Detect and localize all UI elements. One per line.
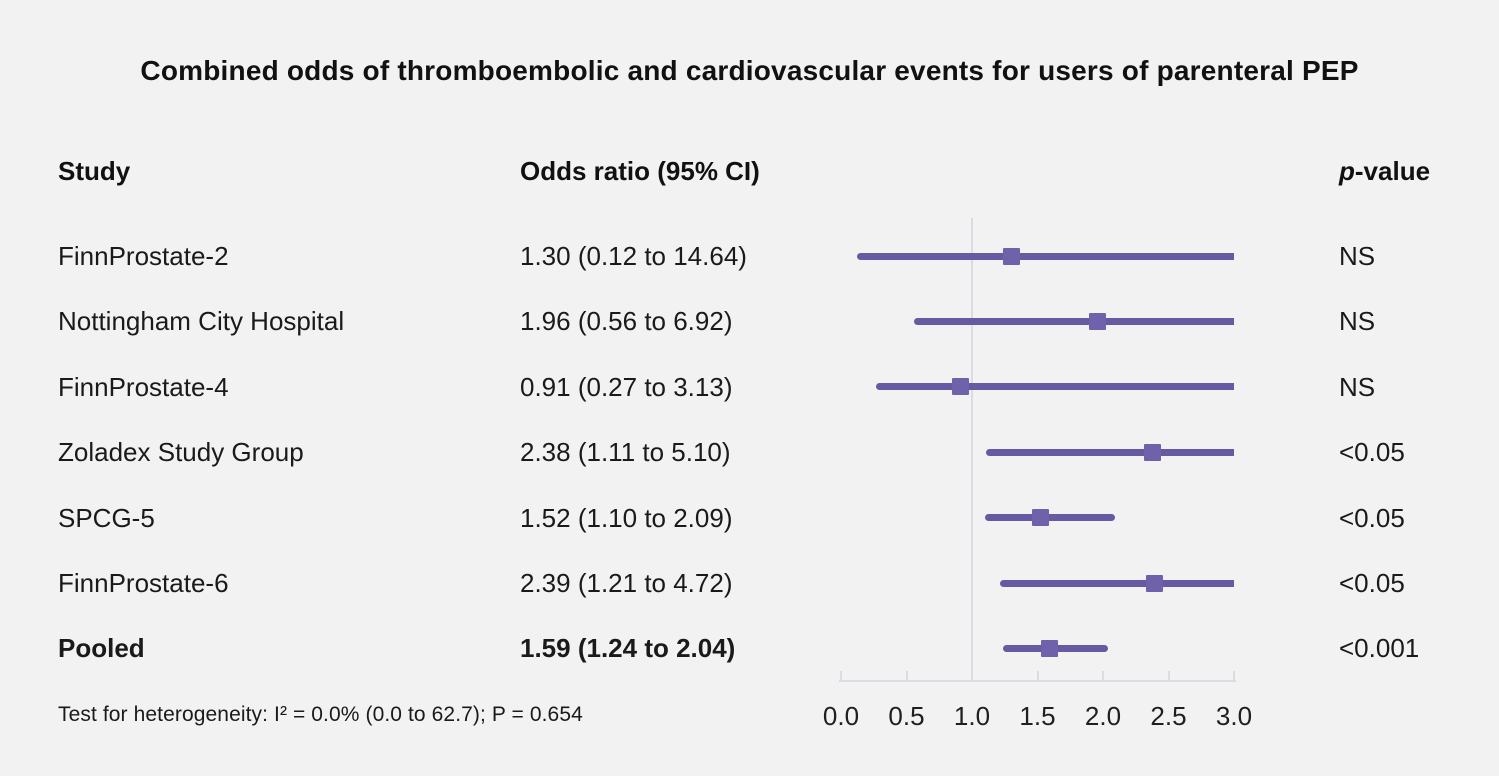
x-axis-tick-label: 1.5: [1019, 701, 1056, 731]
odds-ratio-value: 0.91 (0.27 to 3.13): [520, 371, 733, 402]
odds-ratio-marker: [1031, 509, 1049, 527]
x-axis-tick: [971, 671, 973, 680]
p-value-cell: <0.05: [1339, 568, 1405, 598]
x-axis-tick-label: 3.0: [1215, 701, 1253, 731]
p-value-cell: <0.05: [1339, 502, 1405, 533]
chart-title: Combined odds of thromboembolic and card…: [140, 55, 1359, 86]
x-axis-tick: [1102, 671, 1104, 680]
study-name: SPCG-5: [58, 502, 155, 533]
odds-ratio-value: 1.96 (0.56 to 6.92): [520, 306, 733, 337]
x-axis-line: [839, 680, 1236, 682]
p-value-cell: NS: [1339, 241, 1376, 271]
odds-ratio-marker: [1089, 312, 1107, 330]
odds-ratio-value: 1.30 (0.12 to 14.64): [520, 241, 747, 271]
odds-ratio-value: 2.38 (1.11 to 5.10): [520, 437, 731, 468]
study-name: Zoladex Study Group: [58, 437, 304, 468]
odds-ratio-value: 1.59 (1.24 to 2.04): [520, 633, 736, 664]
p-value-header-rest: -value: [1354, 156, 1431, 186]
column-header-study: Study: [58, 156, 131, 186]
x-axis-tick-label: 0.0: [822, 701, 860, 731]
x-axis-tick: [905, 671, 908, 680]
p-value-cell: NS: [1339, 371, 1376, 402]
x-axis-tick: [1167, 671, 1170, 680]
confidence-interval-line: [999, 579, 1234, 587]
x-axis-tick-label: 2.5: [1150, 701, 1187, 731]
odds-ratio-value: 2.39 (1.21 to 4.72): [520, 568, 733, 598]
x-axis-tick-label: 0.5: [888, 701, 925, 731]
odds-ratio-marker: [1144, 443, 1162, 461]
x-axis-tick-label: 2.0: [1084, 701, 1122, 731]
x-axis-tick: [1036, 671, 1039, 680]
x-axis-tick: [1233, 671, 1235, 680]
p-value-cell: <0.001: [1339, 633, 1420, 664]
heterogeneity-note: Test for heterogeneity: I² = 0.0% (0.0 t…: [58, 703, 583, 726]
confidence-interval-line: [986, 448, 1234, 456]
column-header-odds-ratio: Odds ratio (95% CI): [520, 156, 760, 186]
odds-ratio-marker: [951, 378, 969, 396]
p-value-header-italic-p: p: [1339, 156, 1355, 186]
confidence-interval-line: [914, 317, 1234, 325]
x-axis-tick-label: 1.0: [953, 701, 991, 731]
p-value-cell: NS: [1339, 306, 1376, 337]
study-name: Pooled: [58, 633, 145, 664]
study-name: FinnProstate-2: [58, 241, 229, 271]
p-value-cell: <0.05: [1339, 437, 1405, 468]
confidence-interval-line: [985, 514, 1115, 522]
study-name: Nottingham City Hospital: [58, 306, 345, 337]
column-header-p-value: p-value: [1339, 156, 1430, 187]
odds-ratio-marker: [1145, 574, 1163, 592]
reference-line-or-1: [971, 218, 973, 680]
x-axis-tick: [840, 671, 842, 680]
odds-ratio-value: 1.52 (1.10 to 2.09): [520, 502, 733, 533]
confidence-interval-line: [856, 252, 1234, 260]
odds-ratio-marker: [1040, 639, 1058, 657]
study-name: FinnProstate-6: [58, 568, 229, 598]
confidence-interval-line: [876, 383, 1234, 391]
study-name: FinnProstate-4: [58, 371, 229, 402]
odds-ratio-marker: [1002, 247, 1020, 265]
